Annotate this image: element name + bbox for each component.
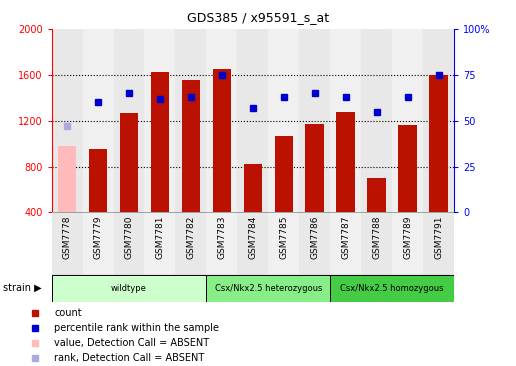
Bar	[423, 212, 454, 274]
Bar	[392, 212, 423, 274]
Bar	[336, 112, 355, 212]
Bar	[120, 113, 138, 212]
Text: wildtype: wildtype	[111, 284, 147, 293]
Text: GSM7788: GSM7788	[372, 215, 381, 259]
Bar	[237, 29, 268, 212]
Bar	[361, 212, 392, 274]
Text: GSM7787: GSM7787	[341, 215, 350, 259]
Bar	[275, 136, 293, 212]
Bar	[392, 29, 423, 212]
Bar	[114, 212, 144, 274]
Bar	[299, 212, 330, 274]
Bar	[206, 212, 237, 274]
Bar	[429, 75, 448, 212]
Bar	[175, 29, 206, 212]
Bar	[361, 29, 392, 212]
Text: GSM7789: GSM7789	[403, 215, 412, 259]
Text: strain ▶: strain ▶	[3, 283, 41, 293]
Bar	[237, 212, 268, 274]
Text: GSM7791: GSM7791	[434, 215, 443, 259]
Text: GSM7786: GSM7786	[310, 215, 319, 259]
Text: GSM7779: GSM7779	[93, 215, 103, 259]
Bar	[330, 212, 361, 274]
Bar	[213, 69, 231, 212]
Bar	[182, 80, 200, 212]
Text: GSM7780: GSM7780	[124, 215, 134, 259]
Text: GSM7783: GSM7783	[217, 215, 227, 259]
Text: GSM7785: GSM7785	[279, 215, 288, 259]
Text: GSM7782: GSM7782	[186, 215, 196, 259]
Bar	[244, 164, 262, 212]
Bar	[114, 29, 144, 212]
Bar	[206, 29, 237, 212]
Bar	[144, 212, 175, 274]
Bar	[268, 212, 299, 274]
Text: GDS385 / x95591_s_at: GDS385 / x95591_s_at	[187, 11, 329, 24]
Bar	[423, 29, 454, 212]
Bar	[330, 29, 361, 212]
Text: GSM7778: GSM7778	[62, 215, 72, 259]
Bar	[175, 212, 206, 274]
Text: rank, Detection Call = ABSENT: rank, Detection Call = ABSENT	[54, 354, 204, 363]
Bar	[89, 149, 107, 212]
Text: value, Detection Call = ABSENT: value, Detection Call = ABSENT	[54, 338, 209, 348]
Text: GSM7781: GSM7781	[155, 215, 165, 259]
Text: Csx/Nkx2.5 homozygous: Csx/Nkx2.5 homozygous	[341, 284, 444, 293]
Text: Csx/Nkx2.5 heterozygous: Csx/Nkx2.5 heterozygous	[215, 284, 322, 293]
Text: percentile rank within the sample: percentile rank within the sample	[54, 323, 219, 333]
Bar	[83, 29, 114, 212]
Bar	[52, 29, 83, 212]
Bar	[206, 274, 330, 302]
Bar	[52, 274, 206, 302]
Bar	[151, 72, 169, 212]
Bar	[268, 29, 299, 212]
Bar	[299, 29, 330, 212]
Bar	[52, 212, 83, 274]
Bar	[305, 124, 324, 212]
Bar	[367, 178, 386, 212]
Text: GSM7784: GSM7784	[248, 215, 257, 259]
Bar	[398, 125, 417, 212]
Bar	[58, 146, 76, 212]
Bar	[330, 274, 454, 302]
Bar	[144, 29, 175, 212]
Text: count: count	[54, 308, 82, 318]
Bar	[83, 212, 114, 274]
